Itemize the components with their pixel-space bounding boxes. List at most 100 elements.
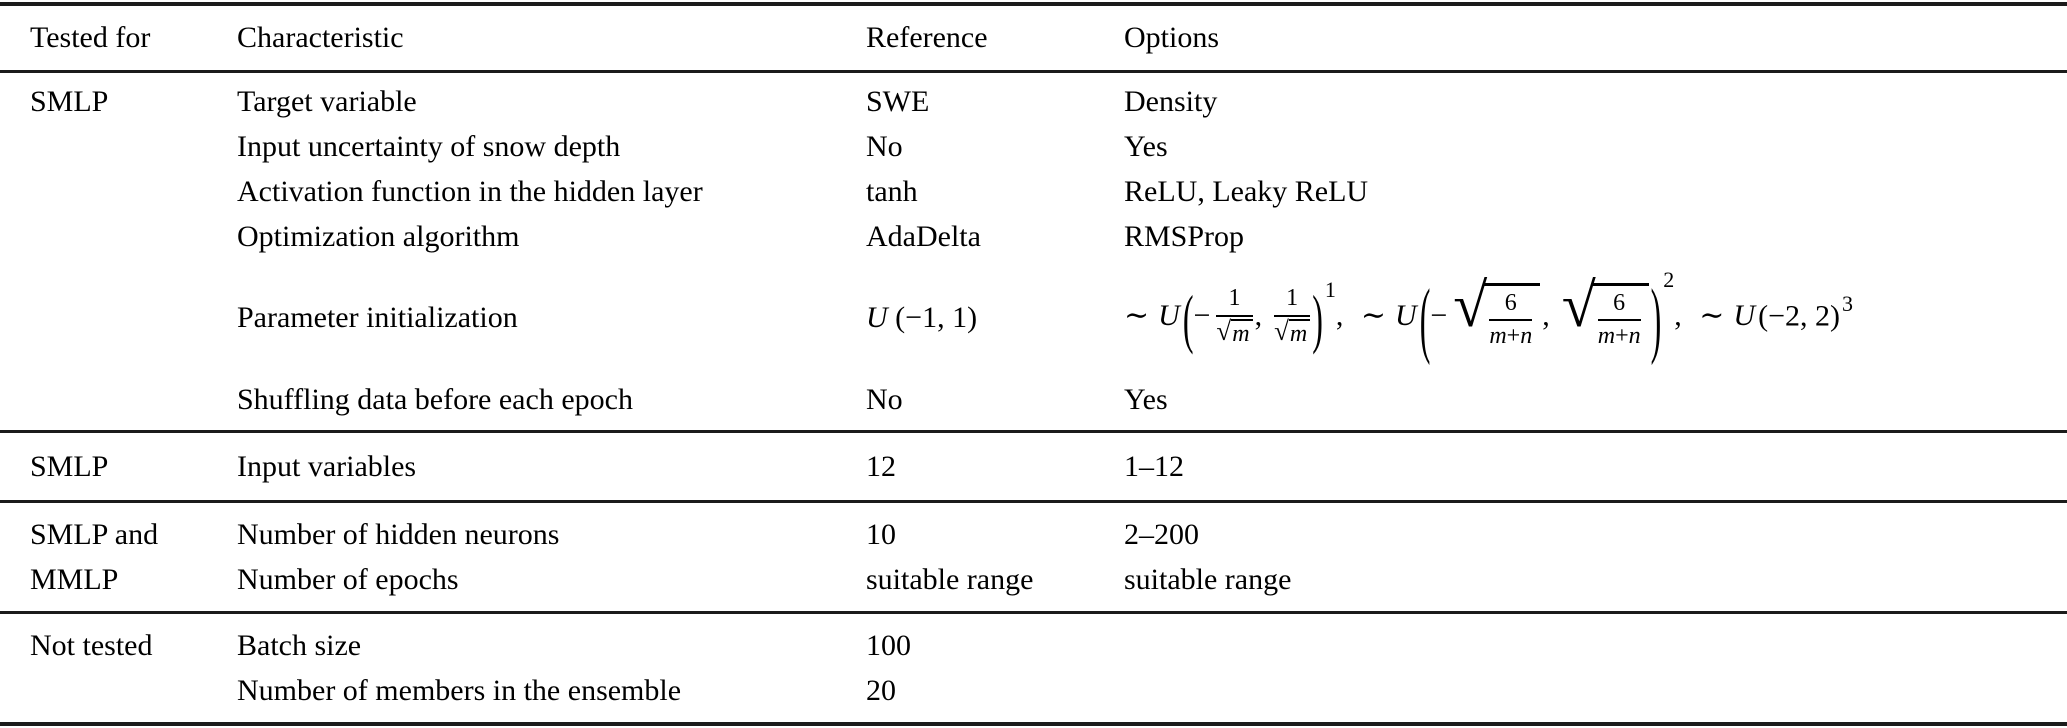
math-comma: , xyxy=(1542,298,1550,332)
math-args: (−1, 1) xyxy=(887,301,978,334)
math-big-rparen: ) xyxy=(1312,281,1323,355)
sqrt-sign: √ xyxy=(1274,315,1289,346)
math-sim-operator: ∼ xyxy=(1360,298,1387,332)
header-characteristic: Characteristic xyxy=(237,21,404,54)
cell-characteristic: Input uncertainty of snow depth xyxy=(237,130,621,163)
bottom-rule xyxy=(0,722,2067,726)
math-comma: , xyxy=(1335,298,1344,332)
sqrt-sign: √ xyxy=(1216,315,1232,346)
table-row: Activation function in the hidden layer … xyxy=(0,169,2067,214)
cell-reference: 100 xyxy=(866,629,911,662)
cell-reference: suitable range xyxy=(866,563,1034,596)
top-rule xyxy=(0,2,2067,6)
cell-tested-for xyxy=(30,259,237,377)
math-minus: − xyxy=(1430,298,1448,332)
math-superscript: 1 xyxy=(1324,276,1336,302)
table-row: Number of members in the ensemble 20 xyxy=(0,668,2067,713)
sqrt-sign: √ xyxy=(1453,271,1488,340)
header-options: Options xyxy=(1124,21,1220,54)
cell-options: Yes xyxy=(1124,383,1168,416)
cell-options: suitable range xyxy=(1124,563,1292,596)
math-superscript: 2 xyxy=(1663,266,1675,292)
cell-options: RMSProp xyxy=(1124,220,1245,253)
cell-reference: No xyxy=(866,383,903,416)
cell-reference: 12 xyxy=(866,450,896,483)
cell-tested-for: Not tested xyxy=(30,629,153,662)
table-row: MMLP Number of epochs suitable range sui… xyxy=(0,557,2067,602)
table-row: SMLP Input variables 12 1–12 xyxy=(0,444,2067,489)
math-sqrt: √ 6 m+n xyxy=(1561,271,1649,350)
cell-tested-for xyxy=(30,668,237,713)
cell-tested-for: MMLP xyxy=(30,563,119,596)
header-rule xyxy=(0,70,2067,73)
cell-reference: 20 xyxy=(866,674,896,707)
table-row: SMLP and Number of hidden neurons 10 2–2… xyxy=(0,512,2067,557)
table-row: Not tested Batch size 100 xyxy=(0,623,2067,668)
cell-tested-for xyxy=(30,214,237,259)
math-var-u: U xyxy=(1158,298,1180,332)
cell-options: 2–200 xyxy=(1124,518,1199,551)
cell-tested-for: SMLP and xyxy=(30,518,159,551)
cell-characteristic: Input variables xyxy=(237,450,417,483)
cell-characteristic: Number of hidden neurons xyxy=(237,518,560,551)
cell-characteristic: Optimization algorithm xyxy=(237,220,520,253)
table-header-row: Tested for Characteristic Reference Opti… xyxy=(0,6,2067,70)
table-row: Input uncertainty of snow depth No Yes xyxy=(0,124,2067,169)
cell-options: 1–12 xyxy=(1124,450,1184,483)
math-fraction: 1 √ m xyxy=(1274,285,1311,347)
cell-tested-for: SMLP xyxy=(30,450,109,483)
section-smlp-architecture: SMLP Target variable SWE Density Input u… xyxy=(0,73,2067,430)
table-row-parameter-initialization: Parameter initialization U (−1, 1) ∼ U(− 1… xyxy=(0,259,2067,377)
cell-characteristic: Activation function in the hidden layer xyxy=(237,175,703,208)
cell-reference: 10 xyxy=(866,518,896,551)
cell-characteristic: Number of members in the ensemble xyxy=(237,674,682,707)
sqrt-sign: √ xyxy=(1561,271,1596,340)
math-comma: , xyxy=(1254,298,1263,332)
cell-characteristic: Target variable xyxy=(237,85,417,118)
math-var-u: U xyxy=(1733,298,1756,332)
math-superscript: 3 xyxy=(1842,290,1853,316)
math-comma: , xyxy=(1674,298,1682,332)
cell-reference: AdaDelta xyxy=(866,220,981,253)
cell-tested-for xyxy=(30,377,237,422)
header-tested-for: Tested for xyxy=(30,21,151,54)
cell-characteristic: Batch size xyxy=(237,629,362,662)
cell-options: Density xyxy=(1124,85,1218,118)
cell-characteristic: Number of epochs xyxy=(237,563,459,596)
header-reference: Reference xyxy=(866,21,988,54)
section-rule xyxy=(0,611,2067,614)
cell-options: ReLU, Leaky ReLU xyxy=(1124,175,1369,208)
math-sim-operator: ∼ xyxy=(1699,298,1725,332)
math-sqrt: √ 6 m+n xyxy=(1453,271,1541,350)
cell-reference-uniform-init: U (−1, 1) xyxy=(866,259,1124,377)
section-not-tested: Not tested Batch size 100 Number of memb… xyxy=(0,614,2067,722)
section-smlp-inputs: SMLP Input variables 12 1–12 xyxy=(0,433,2067,500)
math-var-u: U xyxy=(866,301,888,334)
cell-characteristic: Parameter initialization xyxy=(237,301,518,334)
math-minus: − xyxy=(1193,298,1211,332)
cell-options xyxy=(1124,668,2067,713)
math-big-rparen: ) xyxy=(1650,270,1662,366)
cell-tested-for xyxy=(30,124,237,169)
formula-init-options: ∼ U(− 1 √ m, 1 √ m)1, ∼ U(− √ 6 m+n, √ 6 m+n)2, ∼ U (−2,… xyxy=(1124,267,1853,366)
section-smlp-and-mmlp: SMLP and Number of hidden neurons 10 2–2… xyxy=(0,503,2067,611)
section-rule xyxy=(0,500,2067,503)
cell-options-init-formulas: ∼ U(− 1 √ m, 1 √ m)1, ∼ U(− √ 6 m+n, √ 6 m+n)2, ∼ U (−2,… xyxy=(1124,259,2067,377)
cell-options xyxy=(1124,623,2067,668)
math-sim-operator: ∼ xyxy=(1124,298,1150,332)
table-row: Shuffling data before each epoch No Yes xyxy=(0,377,2067,422)
cell-tested-for xyxy=(30,169,237,214)
table-row: SMLP Target variable SWE Density xyxy=(0,79,2067,124)
math-big-lparen: ( xyxy=(1419,270,1431,366)
cell-reference: SWE xyxy=(866,85,930,118)
section-rule xyxy=(0,430,2067,433)
cell-tested-for: SMLP xyxy=(30,85,109,118)
cell-options: Yes xyxy=(1124,130,1168,163)
cell-reference: No xyxy=(866,130,903,163)
math-fraction: 1 √ m xyxy=(1216,285,1253,347)
cell-reference: tanh xyxy=(866,175,918,208)
math-var-u: U xyxy=(1395,298,1417,332)
math-big-lparen: ( xyxy=(1182,281,1194,355)
cell-characteristic: Shuffling data before each epoch xyxy=(237,383,633,416)
